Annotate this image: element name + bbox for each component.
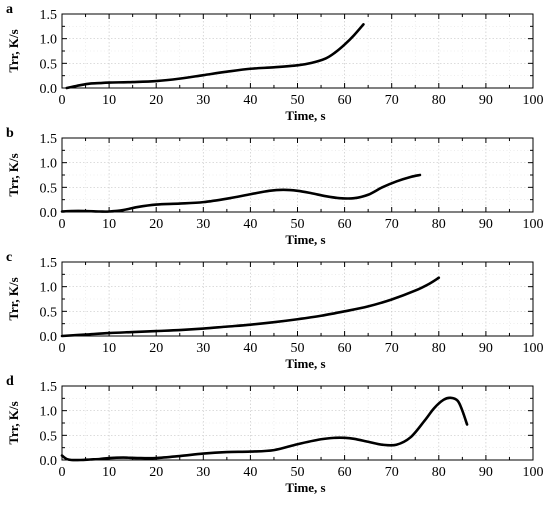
x-tick-label: 20	[149, 93, 163, 108]
y-tick-label: 0.5	[40, 181, 58, 196]
series-line-c-0	[60, 276, 441, 338]
x-tick-label: 40	[243, 93, 257, 108]
x-axis-title: Time, s	[285, 480, 325, 495]
x-tick-label: 30	[196, 465, 210, 480]
y-tick-label: 0.5	[40, 429, 58, 444]
y-tick-label: 0.5	[40, 57, 58, 72]
y-tick-label: 1.5	[40, 380, 58, 395]
x-tick-label: 80	[432, 217, 446, 232]
x-tick-label: 50	[291, 217, 305, 232]
series-line-b-0	[60, 173, 422, 213]
x-tick-label: 60	[338, 93, 352, 108]
x-tick-label: 10	[102, 465, 116, 480]
x-tick-label: 50	[291, 341, 305, 356]
x-axis-title: Time, s	[285, 108, 325, 123]
x-tick-label: 100	[523, 93, 544, 108]
panel-letter: a	[6, 2, 13, 17]
x-tick-label: 40	[243, 341, 257, 356]
panel-letter: b	[6, 126, 14, 141]
x-tick-label: 0	[59, 93, 66, 108]
x-tick-label: 90	[479, 217, 493, 232]
x-tick-label: 100	[523, 465, 544, 480]
x-tick-label: 0	[59, 341, 66, 356]
y-tick-label: 1.0	[40, 281, 58, 296]
x-tick-label: 90	[479, 465, 493, 480]
y-tick-label: 1.5	[40, 8, 58, 23]
y-tick-label: 1.5	[40, 132, 58, 147]
x-tick-label: 70	[385, 341, 399, 356]
x-tick-label: 0	[59, 217, 66, 232]
panel-letter: d	[6, 374, 14, 389]
x-tick-label: 50	[291, 93, 305, 108]
x-axis-title: Time, s	[285, 356, 325, 371]
panel-letter: c	[6, 250, 12, 265]
y-tick-label: 0.0	[40, 330, 58, 345]
y-tick-label: 1.0	[40, 405, 58, 420]
x-tick-label: 10	[102, 341, 116, 356]
chart-panel-d: 0 10 20 30 40 50 60 70 80 90 100 0.0 0.5 1.0 1.5 Time, …	[6, 374, 544, 495]
x-tick-label: 30	[196, 341, 210, 356]
x-tick-label: 40	[243, 217, 257, 232]
x-tick-label: 10	[102, 93, 116, 108]
x-tick-label: 70	[385, 465, 399, 480]
x-tick-label: 40	[243, 465, 257, 480]
x-tick-label: 100	[523, 341, 544, 356]
y-axis-title: Trr, K/s	[6, 277, 21, 320]
y-tick-label: 1.5	[40, 256, 58, 271]
y-tick-label: 1.0	[40, 157, 58, 172]
x-tick-label: 80	[432, 341, 446, 356]
x-tick-label: 90	[479, 93, 493, 108]
chart-panel-a: 0 10 20 30 40 50 60 70 80 90 100 0.0 0.5 1.0 1.5 Time, …	[6, 2, 544, 123]
y-axis-title: Trr, K/s	[6, 29, 21, 72]
x-tick-label: 60	[338, 217, 352, 232]
x-tick-label: 30	[196, 217, 210, 232]
y-tick-label: 0.0	[40, 454, 58, 469]
x-tick-label: 60	[338, 465, 352, 480]
x-tick-label: 70	[385, 93, 399, 108]
x-tick-label: 20	[149, 465, 163, 480]
x-axis-title: Time, s	[285, 232, 325, 247]
x-tick-label: 80	[432, 465, 446, 480]
x-tick-label: 30	[196, 93, 210, 108]
series-line-d-0	[60, 396, 469, 462]
chart-panel-c: 0 10 20 30 40 50 60 70 80 90 100 0.0 0.5 1.0 1.5 Time, …	[6, 250, 544, 371]
x-tick-label: 20	[149, 217, 163, 232]
y-axis-title: Trr, K/s	[6, 153, 21, 196]
x-tick-label: 60	[338, 341, 352, 356]
x-tick-label: 0	[59, 465, 66, 480]
y-tick-label: 0.0	[40, 206, 58, 221]
y-tick-label: 0.0	[40, 82, 58, 97]
y-tick-label: 0.5	[40, 305, 58, 320]
y-tick-label: 1.0	[40, 33, 58, 48]
x-tick-label: 80	[432, 93, 446, 108]
x-tick-label: 100	[523, 217, 544, 232]
x-tick-label: 90	[479, 341, 493, 356]
y-axis-title: Trr, K/s	[6, 401, 21, 444]
x-tick-label: 70	[385, 217, 399, 232]
series-line-a-0	[65, 23, 365, 90]
chart-panel-b: 0 10 20 30 40 50 60 70 80 90 100 0.0 0.5 1.0 1.5 Time, …	[6, 126, 544, 247]
x-tick-label: 20	[149, 341, 163, 356]
x-tick-label: 50	[291, 465, 305, 480]
x-tick-label: 10	[102, 217, 116, 232]
